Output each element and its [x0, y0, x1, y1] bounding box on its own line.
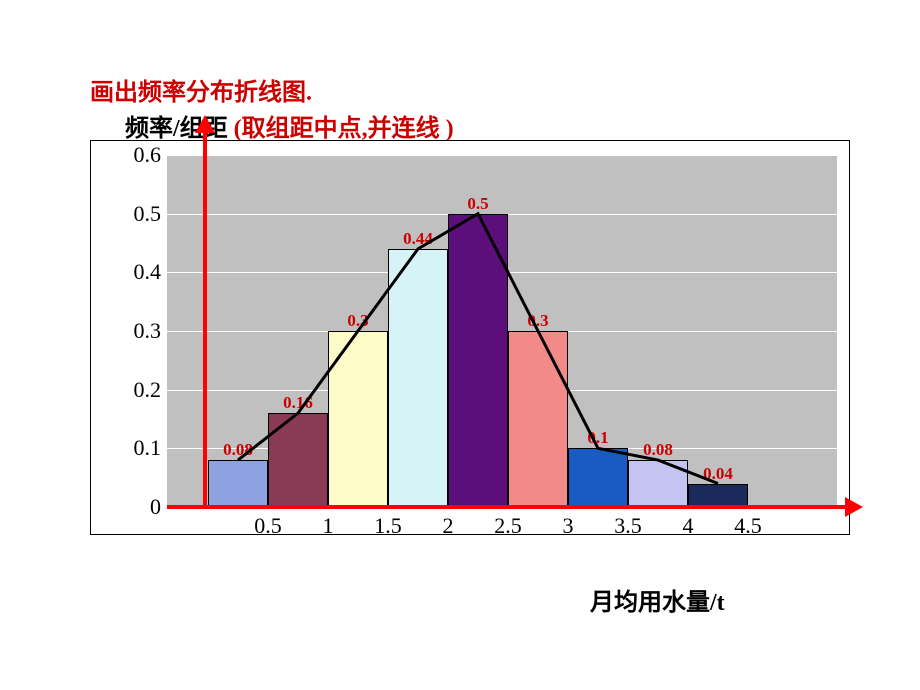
histogram-bar: [448, 214, 508, 507]
bar-value-label: 0.08: [643, 440, 673, 460]
plot-area: 0.08 0.16 0.3 0.44 0.5 0.3 0.1 0.08 0.04: [167, 155, 837, 507]
histogram-bar: [688, 484, 748, 507]
y-tick-label: 0.1: [101, 435, 161, 461]
x-tick-label: 1: [323, 513, 334, 539]
histogram-bar: [568, 448, 628, 507]
y-tick-label: 0.4: [101, 259, 161, 285]
x-tick-label: 1.5: [374, 513, 402, 539]
x-tick-label: 3.5: [614, 513, 642, 539]
histogram-bar: [268, 413, 328, 507]
chart-container: 0.08 0.16 0.3 0.44 0.5 0.3 0.1 0.08 0.04 0 0.1 0.2…: [90, 140, 850, 535]
y-axis: [203, 129, 207, 507]
x-tick-label: 0.5: [254, 513, 282, 539]
x-axis: [167, 505, 847, 509]
histogram-bar: [628, 460, 688, 507]
y-tick-label: 0: [101, 494, 161, 520]
x-tick-label: 3: [563, 513, 574, 539]
y-axis-arrow: [195, 115, 215, 133]
y-tick-label: 0.2: [101, 377, 161, 403]
bar-value-label: 0.5: [467, 194, 488, 214]
histogram-bar: [388, 249, 448, 507]
y-axis-label: 频率/组距 (取组距中点,并连线 ): [125, 108, 454, 143]
bar-value-label: 0.3: [347, 311, 368, 331]
bar-value-label: 0.16: [283, 393, 313, 413]
x-axis-label: 月均用水量/t: [590, 582, 725, 617]
x-tick-label: 2: [443, 513, 454, 539]
chart-title: 画出频率分布折线图.: [90, 72, 312, 107]
y-tick-label: 0.6: [101, 142, 161, 168]
bar-value-label: 0.3: [527, 311, 548, 331]
x-tick-label: 4: [683, 513, 694, 539]
bar-value-label: 0.1: [587, 428, 608, 448]
bar-value-label: 0.08: [223, 440, 253, 460]
histogram-bar: [208, 460, 268, 507]
y-tick-label: 0.3: [101, 318, 161, 344]
x-axis-arrow: [845, 497, 863, 517]
ylabel-part2: (取组距中点,并连线 ): [234, 116, 454, 142]
bar-value-label: 0.44: [403, 229, 433, 249]
gridline: [167, 155, 837, 156]
histogram-bar: [328, 331, 388, 507]
x-tick-label: 4.5: [734, 513, 762, 539]
histogram-bar: [508, 331, 568, 507]
bar-value-label: 0.04: [703, 464, 733, 484]
x-tick-label: 2.5: [494, 513, 522, 539]
y-tick-label: 0.5: [101, 201, 161, 227]
